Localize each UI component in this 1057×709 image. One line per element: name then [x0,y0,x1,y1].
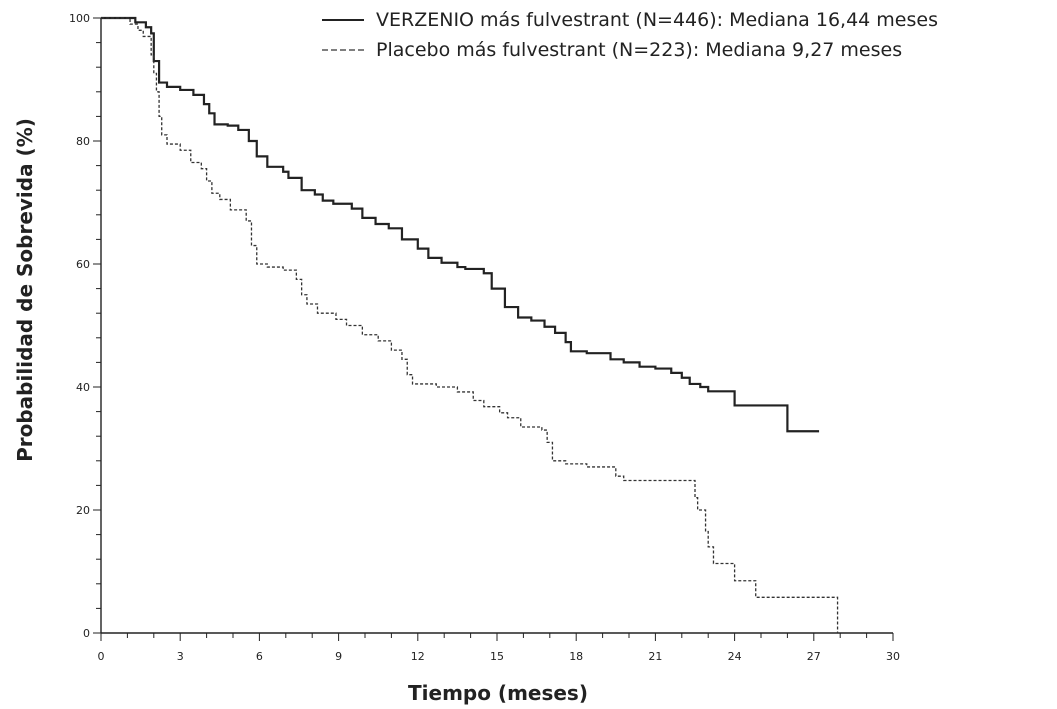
axes: 0 3 6 9 12 15 18 21 24 27 30 0 20 40 60 80 100 [69,12,900,663]
y-tick-label: 60 [76,258,90,271]
legend-label-0: VERZENIO más fulvestrant (N=446): Median… [376,9,938,31]
x-tick-label: 0 [98,650,105,663]
x-tick-label: 12 [411,650,425,663]
x-tick-label: 24 [728,650,742,663]
y-tick-label: 0 [83,627,90,640]
y-axis-title: Probabilidad de Sobrevida (%) [13,118,37,462]
y-tick-label: 100 [69,12,90,25]
x-tick-label: 9 [335,650,342,663]
x-axis-title: Tiempo (meses) [408,681,588,705]
y-tick-label: 40 [76,381,90,394]
placebo-series-line [101,17,839,633]
y-tick-label: 20 [76,504,90,517]
x-tick-label: 21 [648,650,662,663]
series-lines [101,16,839,633]
x-tick-label: 15 [490,650,504,663]
x-tick-label: 18 [569,650,583,663]
y-tick-label: 80 [76,135,90,148]
legend-label-1: Placebo más fulvestrant (N=223): Mediana… [376,39,902,61]
legend: VERZENIO más fulvestrant (N=446): Median… [322,9,938,61]
verzenio-series-line [101,16,820,433]
x-tick-label: 6 [256,650,263,663]
x-tick-label: 3 [177,650,184,663]
x-tick-label: 27 [807,650,821,663]
x-tick-label: 30 [886,650,900,663]
